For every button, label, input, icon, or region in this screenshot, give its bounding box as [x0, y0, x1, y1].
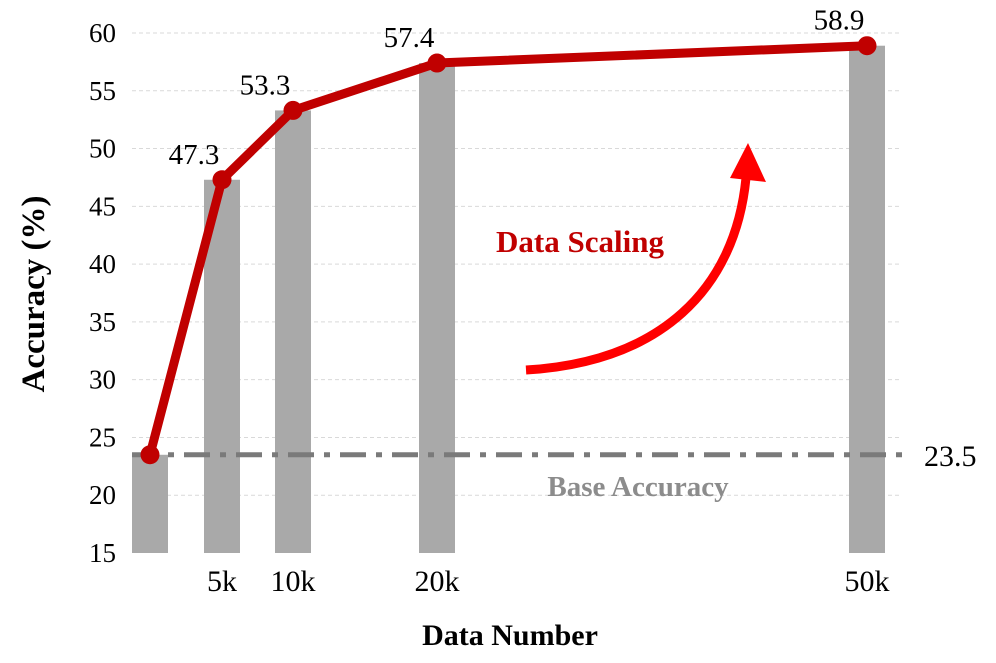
y-tick-label-50: 50 [89, 134, 116, 164]
point-label-50k: 58.9 [814, 5, 865, 37]
bar-base [132, 454, 168, 553]
point-label-20k: 57.4 [384, 22, 435, 54]
x-tick-layer: 5k 10k 20k 50k [207, 565, 890, 598]
point-label-5k: 47.3 [169, 139, 220, 171]
y-tick-label-30: 30 [89, 365, 116, 395]
y-tick-layer: 15 20 25 30 35 40 45 50 55 60 [89, 18, 116, 568]
marker-20k [427, 53, 447, 73]
arrow-curve [525, 177, 751, 375]
base-accuracy-value-label: 23.5 [924, 440, 977, 473]
arrow-head [730, 143, 766, 182]
x-axis-label: Data Number [422, 619, 598, 652]
y-tick-label-40: 40 [89, 249, 116, 279]
marker-50k [857, 36, 877, 56]
y-tick-label-60: 60 [89, 18, 116, 48]
x-tick-label-20k: 20k [415, 565, 460, 598]
grid-layer [132, 32, 900, 496]
y-axis-label: Accuracy (%) [16, 195, 52, 392]
x-tick-label-10k: 10k [271, 565, 316, 598]
bar-10k [275, 110, 311, 553]
x-tick-label-50k: 50k [845, 565, 890, 598]
marker-10k [283, 100, 303, 120]
point-label-10k: 53.3 [240, 69, 291, 101]
marker-5k [212, 170, 232, 190]
y-tick-label-20: 20 [89, 480, 116, 510]
bar-layer [132, 45, 885, 554]
y-tick-label-25: 25 [89, 422, 116, 452]
marker-base [140, 445, 160, 465]
base-accuracy-label: Base Accuracy [547, 471, 729, 503]
marker-layer [140, 36, 877, 465]
bar-50k [849, 45, 885, 553]
y-tick-label-55: 55 [89, 76, 116, 106]
point-label-layer: 47.3 53.3 57.4 58.9 [169, 5, 865, 171]
y-tick-label-45: 45 [89, 191, 116, 221]
y-tick-label-35: 35 [89, 307, 116, 337]
y-tick-label-15: 15 [89, 538, 116, 568]
data-scaling-annotation: Data Scaling [496, 224, 664, 259]
baseline-layer: 23.5 Base Accuracy [132, 440, 977, 503]
data-scaling-arrow [525, 143, 766, 375]
bar-20k [419, 63, 455, 554]
x-tick-label-5k: 5k [207, 565, 237, 598]
